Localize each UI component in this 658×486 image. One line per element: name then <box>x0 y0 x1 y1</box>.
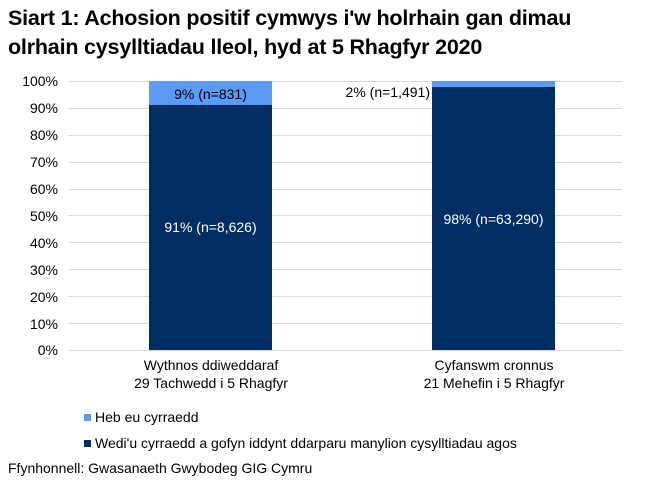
y-tick: 90% <box>29 100 58 116</box>
x-label-line-2: 29 Tachwedd i 5 Rhagfyr <box>134 375 288 391</box>
y-tick: 50% <box>29 208 58 224</box>
legend-item-reached: Wedi'u cyrraedd a gofyn iddynt ddarparu … <box>84 435 517 451</box>
legend-swatch-icon <box>84 439 91 447</box>
bar-segment-not-reached: 9% (n=831) <box>149 81 272 105</box>
data-label-outside: 2% (n=1,491) <box>345 84 430 100</box>
bar-cumulative: 98% (n=63,290) <box>432 81 555 350</box>
chart-title-line-1: Siart 1: Achosion positif cymwys i'w hol… <box>8 6 572 30</box>
gridline <box>68 323 622 324</box>
legend-item-not-reached: Heb eu cyrraedd <box>84 409 199 425</box>
bar-segment-not-reached <box>432 81 555 87</box>
x-axis-label-latest-week: Wythnos ddiweddaraf 29 Tachwedd i 5 Rhag… <box>86 356 336 392</box>
gridline <box>68 296 622 297</box>
data-label: 91% (n=8,626) <box>164 219 257 235</box>
y-tick: 80% <box>29 127 58 143</box>
y-tick: 60% <box>29 181 58 197</box>
x-label-line-1: Cyfanswm cronnus <box>434 357 554 373</box>
chart-title-line-2: olrhain cysylltiadau lleol, hyd at 5 Rha… <box>8 35 483 59</box>
gridline <box>68 350 622 351</box>
y-tick: 40% <box>29 235 58 251</box>
gridline <box>68 269 622 270</box>
gridline <box>68 162 622 163</box>
x-axis-label-cumulative: Cyfanswm cronnus 21 Mehefin i 5 Rhagfyr <box>369 356 619 392</box>
data-label: 98% (n=63,290) <box>443 211 544 227</box>
gridline <box>68 81 622 82</box>
y-tick: 10% <box>29 316 58 332</box>
y-tick: 20% <box>29 289 58 305</box>
gridline <box>68 135 622 136</box>
bar-segment-reached: 91% (n=8,626) <box>149 105 272 350</box>
gridline <box>68 189 622 190</box>
chart-title: Siart 1: Achosion positif cymwys i'w hol… <box>8 4 658 62</box>
legend-label: Heb eu cyrraedd <box>95 409 199 425</box>
y-tick: 100% <box>22 73 58 89</box>
plot-area: 9% (n=831) 91% (n=8,626) 98% (n=63,290) … <box>68 81 622 351</box>
bar-latest-week: 9% (n=831) 91% (n=8,626) <box>149 81 272 350</box>
y-tick: 70% <box>29 154 58 170</box>
data-label: 9% (n=831) <box>174 86 247 102</box>
x-label-line-2: 21 Mehefin i 5 Rhagfyr <box>423 375 565 391</box>
source-note: Ffynhonnell: Gwasanaeth Gwybodeg GIG Cym… <box>8 460 313 476</box>
x-label-line-1: Wythnos ddiweddaraf <box>143 357 279 373</box>
gridline <box>68 242 622 243</box>
y-tick: 0% <box>37 342 58 358</box>
legend-label: Wedi'u cyrraedd a gofyn iddynt ddarparu … <box>95 435 517 451</box>
legend-swatch-icon <box>84 413 91 421</box>
y-tick: 30% <box>29 262 58 278</box>
gridline <box>68 108 622 109</box>
gridline <box>68 215 622 216</box>
bar-segment-reached: 98% (n=63,290) <box>432 87 555 350</box>
